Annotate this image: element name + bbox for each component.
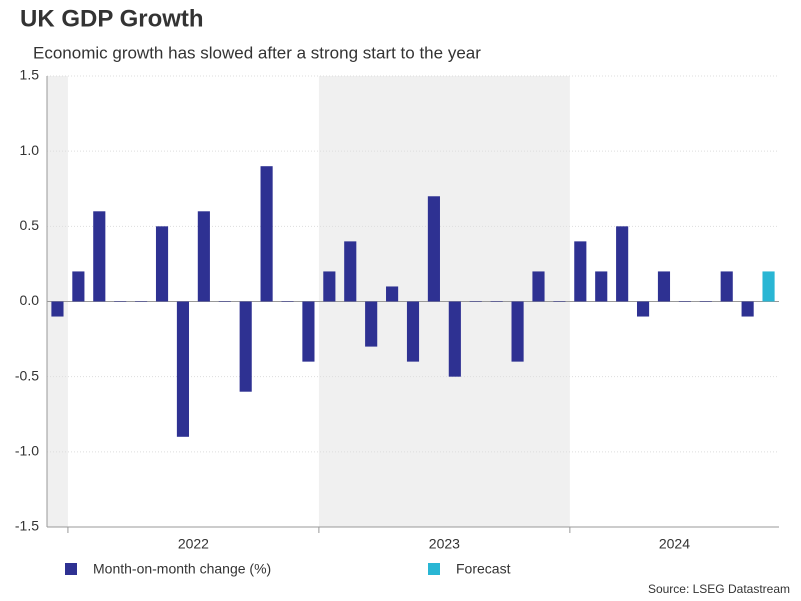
- bar: [344, 241, 357, 302]
- y-tick-label: -0.5: [15, 367, 39, 383]
- legend-label: Forecast: [456, 561, 511, 577]
- bar: [323, 271, 336, 302]
- source: Source: LSEG Datastream: [648, 582, 790, 596]
- bar: [260, 166, 273, 302]
- bar: [720, 271, 733, 302]
- bar: [657, 271, 671, 302]
- bar: [532, 271, 545, 302]
- y-tick-label: 1.5: [20, 67, 40, 83]
- bar: [176, 301, 190, 437]
- bar: [469, 301, 482, 302]
- bar: [636, 301, 650, 317]
- legend-label: Month-on-month change (%): [93, 561, 271, 577]
- bar: [553, 301, 566, 302]
- bar: [365, 301, 378, 347]
- bar: [135, 301, 148, 302]
- chart-subtitle: Economic growth has slowed after a stron…: [33, 43, 481, 62]
- bar: [218, 301, 231, 302]
- bar: [427, 196, 440, 302]
- y-tick-label: 0.5: [20, 217, 40, 233]
- bar: [741, 301, 754, 317]
- bar: [574, 241, 587, 302]
- bar: [762, 271, 775, 302]
- y-tick-label: -1.5: [15, 518, 39, 534]
- bar: [72, 271, 85, 302]
- bar: [51, 301, 64, 317]
- legend-swatch: [65, 563, 77, 575]
- bar: [406, 301, 420, 362]
- bar: [155, 226, 169, 302]
- bar: [616, 226, 629, 302]
- x-tick-label: 2022: [178, 536, 209, 552]
- bar: [448, 301, 461, 377]
- x-tick-label: 2024: [659, 536, 690, 552]
- y-tick-label: -1.0: [15, 443, 39, 459]
- bar: [302, 301, 315, 362]
- bar: [93, 211, 106, 302]
- bar: [114, 301, 127, 302]
- bar: [511, 301, 524, 362]
- chart-title: UK GDP Growth: [20, 5, 204, 32]
- bar: [239, 301, 252, 392]
- x-tick-label: 2023: [429, 536, 460, 552]
- bar: [699, 301, 712, 302]
- bar: [386, 286, 399, 302]
- y-tick-label: 1.0: [20, 142, 40, 158]
- bar: [678, 301, 691, 302]
- bar: [595, 271, 608, 302]
- y-tick-label: 0.0: [20, 292, 40, 308]
- legend-swatch: [428, 563, 440, 575]
- bar: [490, 301, 503, 302]
- bar: [197, 211, 210, 302]
- bar: [281, 301, 294, 302]
